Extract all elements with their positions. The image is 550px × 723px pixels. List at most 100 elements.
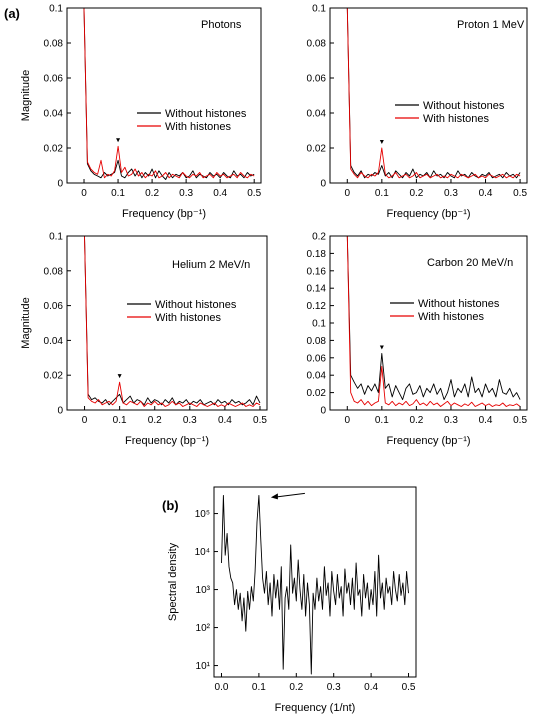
x-tick-label: 0.5 bbox=[513, 415, 527, 426]
y-tick-label: 10⁴ bbox=[195, 547, 210, 558]
x-tick-label: 0.2 bbox=[148, 415, 162, 426]
y-tick-label: 10² bbox=[196, 623, 211, 634]
arrow-head-icon bbox=[270, 493, 278, 500]
x-tick-label: 0.0 bbox=[215, 682, 229, 693]
y-tick-label: 0.08 bbox=[44, 39, 64, 50]
series-line-with-histones bbox=[84, 236, 261, 407]
x-tick-label: 0.1 bbox=[375, 188, 389, 199]
plot-title: Carbon 20 MeV/n bbox=[427, 257, 513, 269]
plot-area bbox=[221, 494, 409, 675]
x-tick-label: 0.2 bbox=[289, 682, 303, 693]
y-tick-label: 10¹ bbox=[196, 661, 211, 672]
arrow-line bbox=[272, 492, 305, 498]
x-axis-title: Frequency (bp⁻¹) bbox=[386, 435, 470, 447]
x-tick-label: 0 bbox=[344, 415, 350, 426]
y-tick-label: 0 bbox=[320, 179, 326, 190]
series-line-with-histones bbox=[346, 236, 521, 407]
x-tick-label: 0 bbox=[344, 188, 350, 199]
x-tick-label: 0.2 bbox=[145, 188, 159, 199]
peak-marker-icon bbox=[379, 345, 384, 350]
legend-label: Without histones bbox=[418, 298, 500, 310]
plot-area bbox=[346, 236, 521, 407]
x-axis-title: Frequency (bp⁻¹) bbox=[386, 208, 470, 220]
x-tick-label: 0 bbox=[81, 188, 87, 199]
x-tick-label: 0.3 bbox=[183, 415, 197, 426]
x-tick-label: 0.5 bbox=[513, 188, 527, 199]
y-tick-label: 0.02 bbox=[44, 371, 64, 382]
x-tick-label: 0.5 bbox=[253, 415, 267, 426]
chart-photons: 0 0.1 0.2 0.3 0.4 0.5 0 0.02 0.04 0.06 0.08 0.1 Freq… bbox=[20, 4, 262, 221]
y-tick-label: 0.06 bbox=[44, 74, 64, 85]
y-tick-label: 10³ bbox=[196, 585, 211, 596]
x-tick-label: 0.5 bbox=[402, 682, 416, 693]
series-line-without-histones bbox=[346, 236, 521, 401]
y-tick-label: 10⁵ bbox=[195, 509, 210, 520]
plot-frame bbox=[66, 235, 268, 411]
y-tick-label: 0.1 bbox=[312, 319, 326, 330]
legend-label: Without histones bbox=[155, 299, 237, 311]
legend-label: Without histones bbox=[423, 100, 505, 112]
y-tick-label: 0.02 bbox=[307, 144, 327, 155]
plot-frame bbox=[213, 486, 417, 678]
x-tick-label: 0.4 bbox=[479, 188, 493, 199]
x-tick-label: 0.4 bbox=[213, 188, 227, 199]
chart-proton-1mev: 0 0.1 0.2 0.3 0.4 0.5 0 0.02 0.04 0.06 0.08 0.1 Freq… bbox=[307, 4, 528, 220]
series-line-data bbox=[221, 494, 409, 675]
x-tick-label: 0.3 bbox=[444, 415, 458, 426]
plot-title: Proton 1 MeV bbox=[457, 19, 525, 31]
panel-label-b: (b) bbox=[162, 498, 179, 513]
y-tick-label: 0.02 bbox=[307, 388, 327, 399]
y-tick-label: 0.04 bbox=[307, 109, 327, 120]
y-axis-title: Magnitude bbox=[20, 297, 32, 348]
y-tick-label: 0.06 bbox=[307, 74, 327, 85]
y-tick-label: 0.02 bbox=[44, 144, 64, 155]
x-tick-label: 0.3 bbox=[179, 188, 193, 199]
plot-title: Photons bbox=[201, 19, 242, 31]
x-axis-title: Frequency (bp⁻¹) bbox=[125, 435, 209, 447]
x-tick-label: 0.4 bbox=[364, 682, 378, 693]
y-tick-label: 0.18 bbox=[307, 249, 327, 260]
plot-area bbox=[83, 8, 255, 180]
y-tick-label: 0.06 bbox=[307, 353, 327, 364]
x-tick-label: 0.1 bbox=[113, 415, 127, 426]
x-tick-label: 0.4 bbox=[479, 415, 493, 426]
y-tick-label: 0.14 bbox=[307, 284, 327, 295]
y-tick-label: 0.04 bbox=[44, 109, 64, 120]
y-tick-label: 0.1 bbox=[49, 4, 63, 15]
x-tick-label: 0.4 bbox=[218, 415, 232, 426]
series-line-without-histones bbox=[83, 8, 255, 180]
series-line-without-histones bbox=[84, 236, 261, 406]
x-tick-label: 0.3 bbox=[444, 188, 458, 199]
y-tick-label: 0.06 bbox=[44, 301, 64, 312]
y-tick-label: 0.12 bbox=[307, 301, 327, 312]
legend-label: With histones bbox=[155, 312, 222, 324]
x-tick-label: 0.1 bbox=[111, 188, 125, 199]
y-tick-label: 0.1 bbox=[312, 4, 326, 15]
y-axis-title: Spectral density bbox=[167, 542, 179, 621]
y-tick-label: 0.08 bbox=[307, 39, 327, 50]
plot-area bbox=[84, 236, 261, 407]
series-line-with-histones bbox=[346, 8, 521, 179]
y-tick-label: 0.1 bbox=[49, 232, 63, 243]
peak-marker-icon bbox=[379, 140, 384, 144]
x-tick-label: 0.1 bbox=[252, 682, 266, 693]
chart-spectral-density: 0.0 0.1 0.2 0.3 0.4 0.5 10¹ 10² 10³ 10⁴ 10⁵ Frequen… bbox=[167, 486, 417, 714]
x-tick-label: 0.1 bbox=[375, 415, 389, 426]
x-tick-label: 0.3 bbox=[327, 682, 341, 693]
y-tick-label: 0 bbox=[57, 406, 63, 417]
x-axis-title: Frequency (bp⁻¹) bbox=[122, 208, 206, 220]
y-tick-label: 0 bbox=[57, 179, 63, 190]
legend-label: With histones bbox=[165, 121, 232, 133]
y-tick-label: 0.2 bbox=[312, 232, 326, 243]
x-tick-label: 0.5 bbox=[247, 188, 261, 199]
x-tick-label: 0 bbox=[82, 415, 88, 426]
legend-label: With histones bbox=[418, 311, 485, 323]
peak-marker-icon bbox=[116, 138, 121, 143]
y-tick-label: 0.08 bbox=[44, 266, 64, 277]
series-line-without-histones bbox=[346, 8, 521, 179]
x-tick-label: 0.2 bbox=[409, 188, 423, 199]
